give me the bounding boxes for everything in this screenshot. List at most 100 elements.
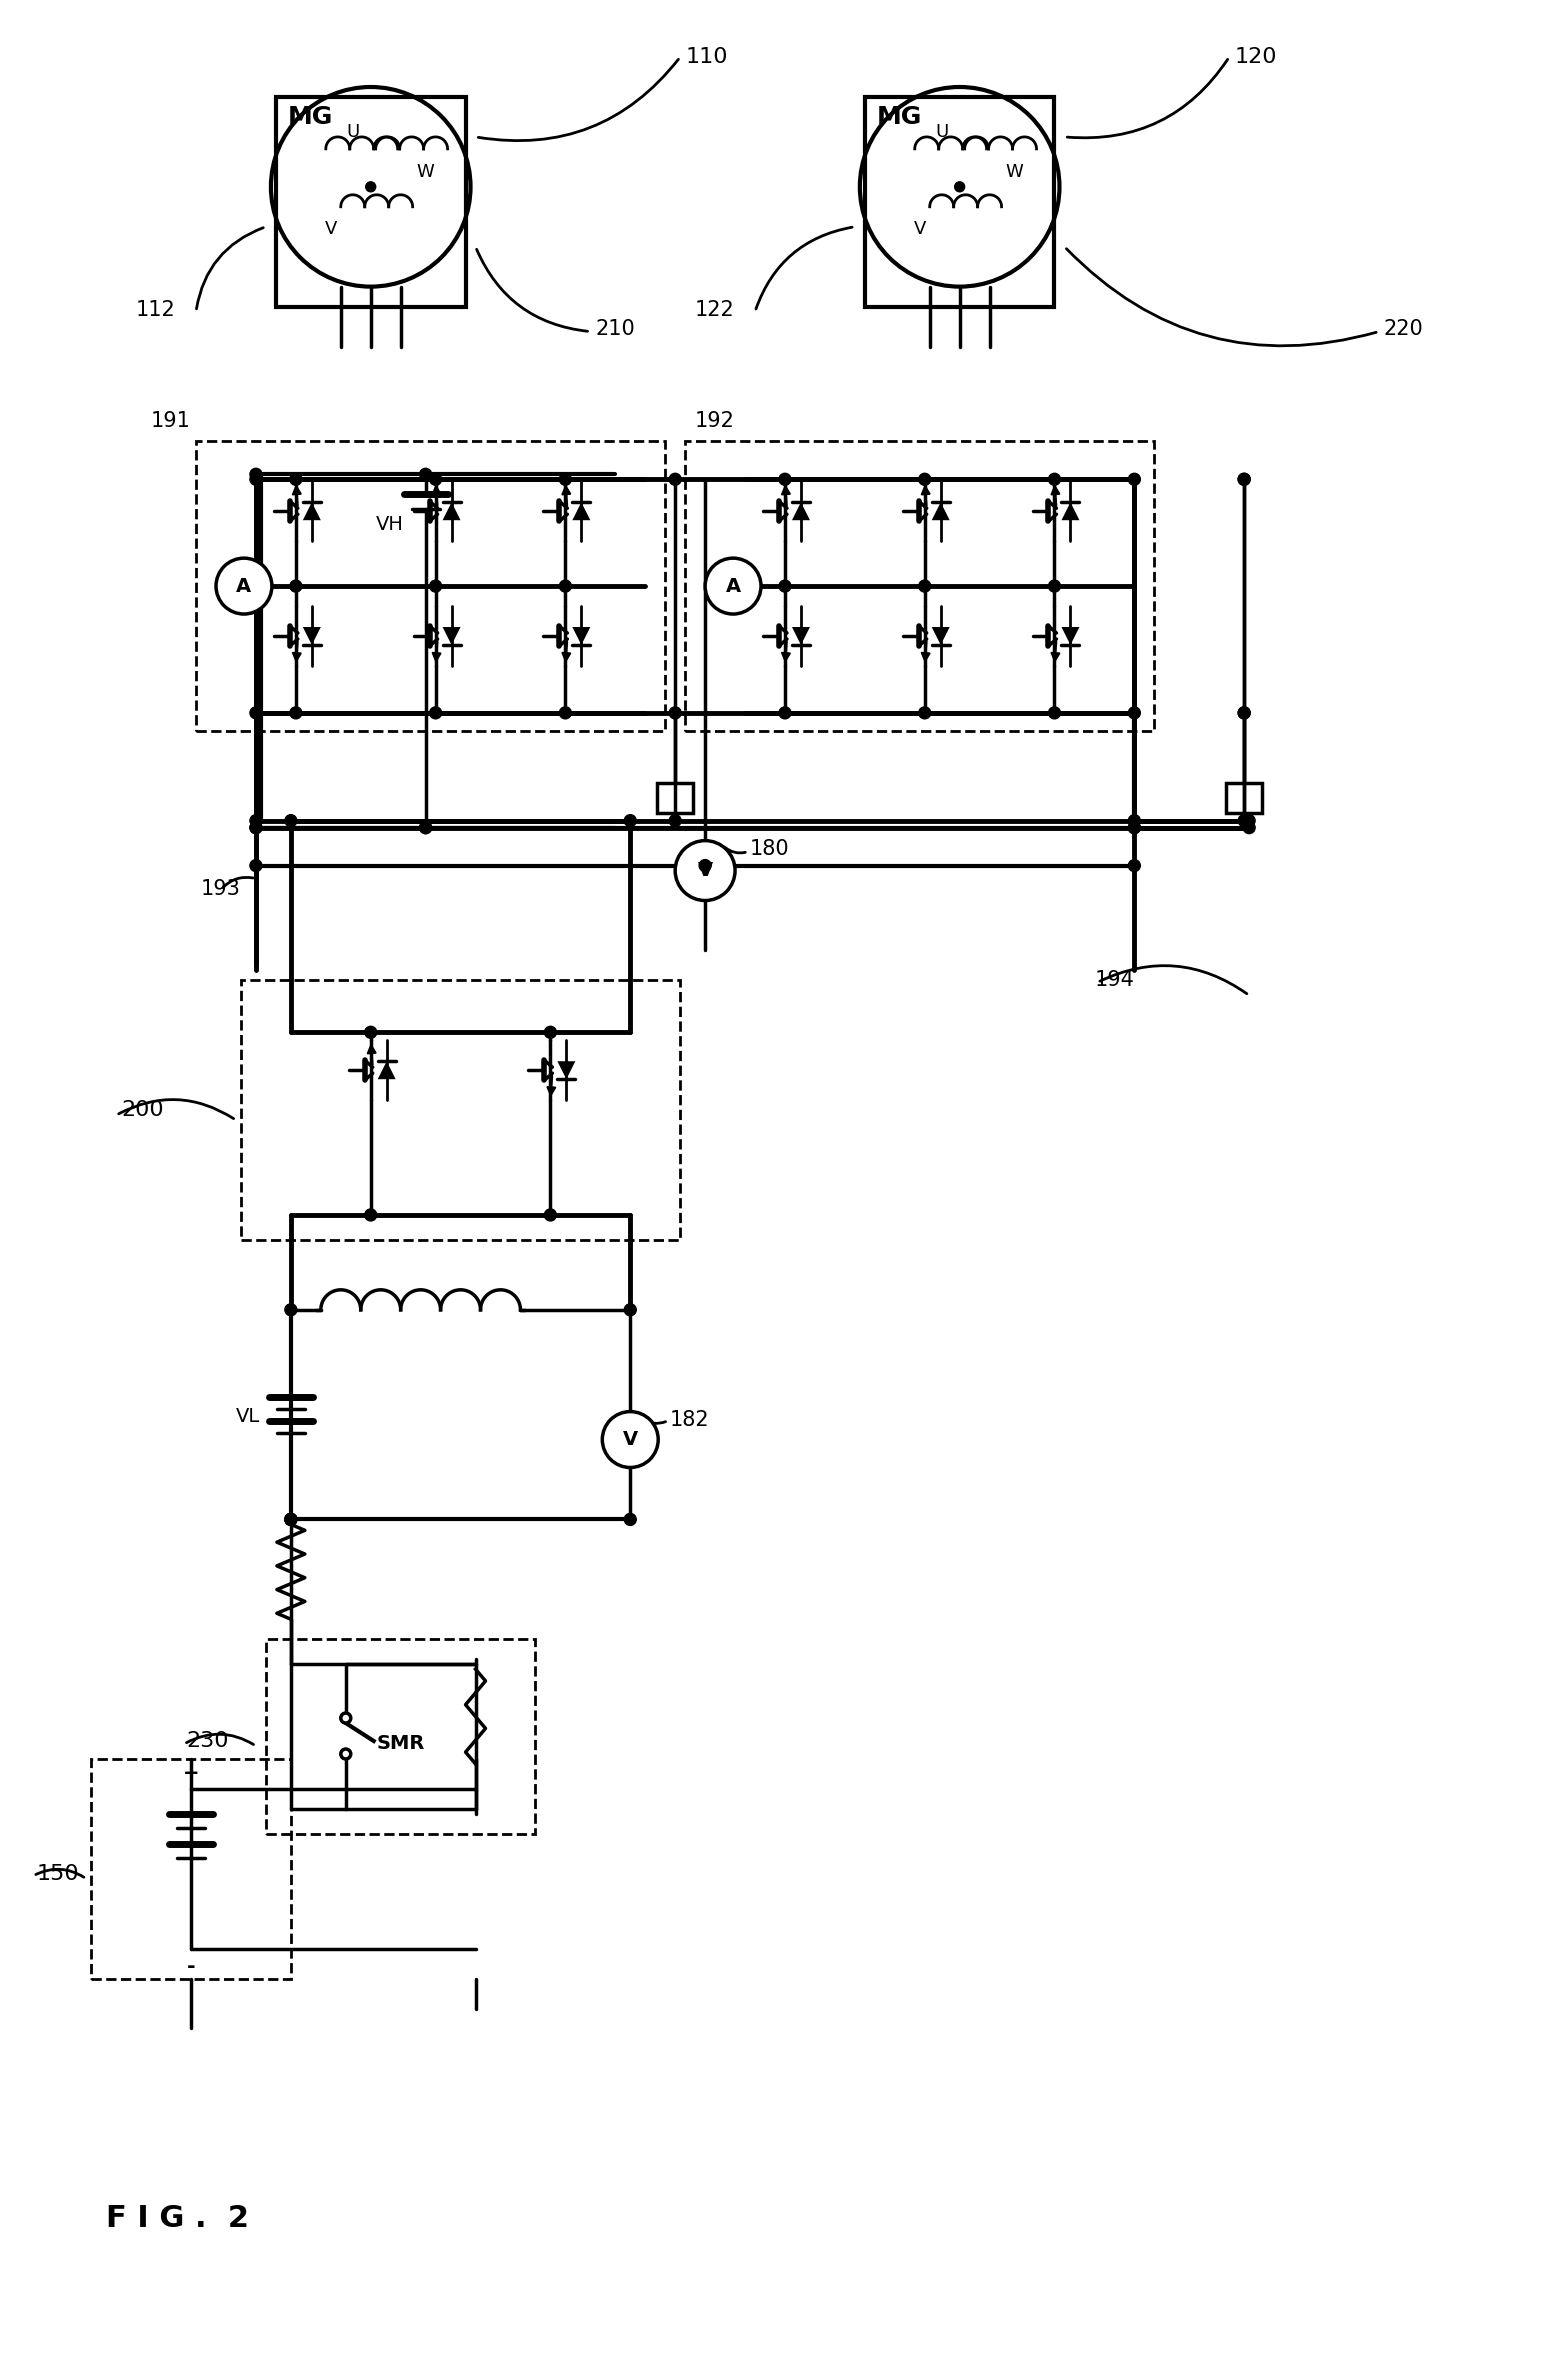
Circle shape xyxy=(1237,474,1250,486)
Circle shape xyxy=(1237,707,1250,719)
Text: -: - xyxy=(186,1956,196,1978)
Circle shape xyxy=(1128,474,1140,486)
Text: 230: 230 xyxy=(186,1730,228,1752)
Text: SMR: SMR xyxy=(376,1735,425,1754)
Polygon shape xyxy=(1062,626,1079,645)
Circle shape xyxy=(1128,821,1140,833)
Text: 193: 193 xyxy=(200,878,240,900)
Circle shape xyxy=(365,181,376,193)
Text: +: + xyxy=(183,1764,199,1783)
Circle shape xyxy=(290,474,302,486)
Circle shape xyxy=(285,1514,297,1526)
Circle shape xyxy=(290,581,302,593)
Polygon shape xyxy=(442,626,461,645)
Circle shape xyxy=(559,581,572,593)
Polygon shape xyxy=(442,502,461,521)
Text: W: W xyxy=(1006,162,1023,181)
Circle shape xyxy=(918,474,931,486)
Circle shape xyxy=(365,1209,376,1221)
Circle shape xyxy=(1048,474,1060,486)
Circle shape xyxy=(624,1514,636,1526)
Polygon shape xyxy=(304,626,321,645)
Circle shape xyxy=(544,1026,556,1038)
Circle shape xyxy=(780,707,791,719)
Circle shape xyxy=(419,821,431,833)
Circle shape xyxy=(1244,814,1254,826)
Circle shape xyxy=(341,1749,351,1759)
Text: 194: 194 xyxy=(1094,971,1134,990)
Text: A: A xyxy=(236,576,251,595)
Text: 191: 191 xyxy=(151,412,191,431)
Circle shape xyxy=(706,559,761,614)
Polygon shape xyxy=(378,1061,396,1078)
Polygon shape xyxy=(572,502,590,521)
Circle shape xyxy=(250,821,262,833)
Polygon shape xyxy=(792,626,811,645)
Circle shape xyxy=(1237,814,1250,826)
Text: 200: 200 xyxy=(122,1100,163,1121)
Circle shape xyxy=(419,821,431,833)
Text: MG: MG xyxy=(877,105,923,129)
Circle shape xyxy=(285,1514,297,1526)
Circle shape xyxy=(1128,859,1140,871)
Bar xyxy=(276,98,465,307)
Circle shape xyxy=(544,1209,556,1221)
Text: U: U xyxy=(935,124,948,140)
Text: F I G .  2: F I G . 2 xyxy=(106,2204,250,2232)
Circle shape xyxy=(559,474,572,486)
Polygon shape xyxy=(932,502,949,521)
Bar xyxy=(240,981,680,1240)
Circle shape xyxy=(559,707,572,719)
Circle shape xyxy=(955,181,965,193)
Text: V: V xyxy=(698,862,712,881)
Circle shape xyxy=(1048,707,1060,719)
Polygon shape xyxy=(572,626,590,645)
Text: 122: 122 xyxy=(695,300,735,319)
Circle shape xyxy=(250,474,262,486)
Text: W: W xyxy=(416,162,435,181)
Circle shape xyxy=(250,469,262,481)
Text: 182: 182 xyxy=(670,1409,710,1430)
Circle shape xyxy=(250,814,262,826)
Polygon shape xyxy=(932,626,949,645)
Text: VH: VH xyxy=(376,514,404,533)
Bar xyxy=(91,1759,291,1978)
Text: V: V xyxy=(914,219,926,238)
Text: 220: 220 xyxy=(1384,319,1424,338)
Circle shape xyxy=(918,707,931,719)
Polygon shape xyxy=(1062,502,1079,521)
Text: U: U xyxy=(347,124,359,140)
Circle shape xyxy=(250,821,262,833)
Polygon shape xyxy=(558,1061,575,1078)
Circle shape xyxy=(669,474,681,486)
Circle shape xyxy=(669,814,681,826)
Text: 180: 180 xyxy=(750,838,789,859)
Bar xyxy=(196,440,666,731)
Bar xyxy=(865,98,1054,307)
Circle shape xyxy=(216,559,271,614)
Polygon shape xyxy=(792,502,811,521)
Circle shape xyxy=(285,814,297,826)
Circle shape xyxy=(669,707,681,719)
Circle shape xyxy=(918,581,931,593)
Text: 110: 110 xyxy=(686,48,727,67)
Circle shape xyxy=(624,814,636,826)
Circle shape xyxy=(271,88,470,286)
Circle shape xyxy=(1237,474,1250,486)
Bar xyxy=(686,440,1154,731)
Text: V: V xyxy=(623,1430,638,1449)
Circle shape xyxy=(1128,707,1140,719)
Circle shape xyxy=(430,707,442,719)
Circle shape xyxy=(285,1304,297,1316)
Circle shape xyxy=(675,840,735,900)
Circle shape xyxy=(250,707,262,719)
Text: MG: MG xyxy=(288,105,333,129)
Circle shape xyxy=(290,707,302,719)
Circle shape xyxy=(780,581,791,593)
Circle shape xyxy=(1128,814,1140,826)
Circle shape xyxy=(1237,707,1250,719)
Circle shape xyxy=(430,474,442,486)
Text: V: V xyxy=(325,219,337,238)
Text: A: A xyxy=(726,576,741,595)
Circle shape xyxy=(780,474,791,486)
